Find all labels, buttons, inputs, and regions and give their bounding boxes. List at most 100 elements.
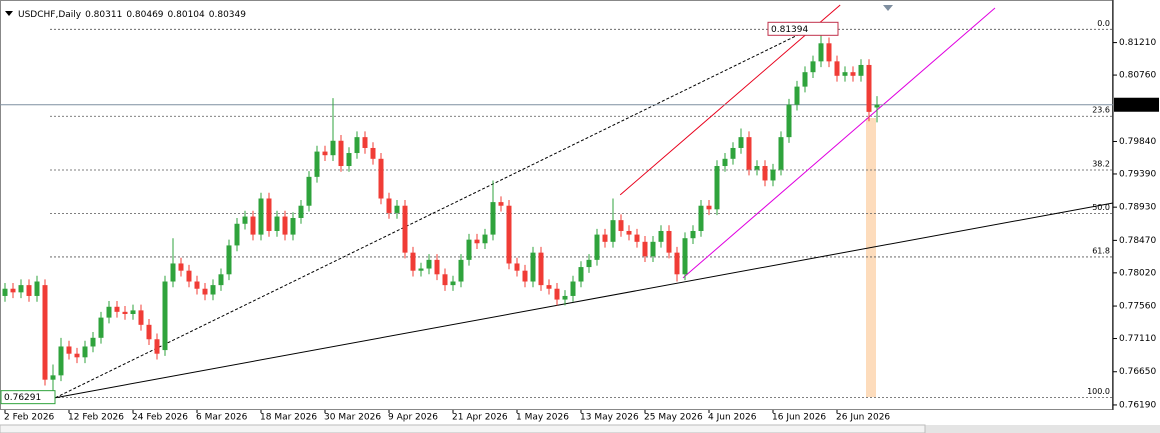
candle-body	[674, 252, 680, 275]
candle-body	[170, 263, 176, 282]
candle-body	[458, 259, 464, 282]
candle-body	[218, 274, 224, 286]
candle-body	[410, 252, 416, 271]
candle-body	[186, 270, 192, 282]
candle-body	[82, 346, 88, 358]
candle-body	[690, 230, 696, 239]
candle-body	[362, 137, 368, 148]
candle-body	[658, 230, 664, 242]
x-tick-label: 9 Apr 2026	[388, 413, 438, 423]
chart-layer: 0.81210 0.80760 0.79840 0.79390 0.78930 0.784…	[0, 4, 1159, 423]
x-tick-label: 18 Mar 2026	[260, 413, 317, 423]
candle-body	[74, 353, 80, 358]
y-tick-label: 0.79840	[1119, 137, 1156, 147]
candle-body	[298, 205, 304, 218]
candle-body	[50, 375, 56, 380]
trendline	[55, 202, 1114, 399]
candle-body	[802, 72, 808, 87]
candle-body	[418, 268, 424, 271]
x-tick-label: 13 May 2026	[580, 413, 639, 423]
candle-body	[650, 241, 656, 257]
candle-body	[810, 61, 816, 73]
fib-high-frame	[767, 21, 839, 36]
fib-level-label: 61.8	[1092, 246, 1110, 255]
y-tick-label: 0.80760	[1119, 71, 1156, 81]
trendline	[682, 7, 996, 279]
highlight-bar	[866, 118, 876, 397]
candle-body	[594, 234, 600, 260]
candle-body	[66, 346, 72, 354]
candle-body	[490, 202, 496, 235]
x-tick-label: 16 Jun 2026	[772, 413, 826, 423]
candle-body	[626, 230, 632, 235]
y-tick-label: 0.78470	[1119, 236, 1156, 246]
candle-body	[18, 285, 24, 293]
y-tick-label: 0.77560	[1119, 302, 1156, 312]
candle-body	[634, 234, 640, 242]
menu-arrow	[5, 11, 13, 16]
candle-body	[250, 216, 256, 235]
candle-body	[746, 137, 752, 170]
candle-body	[338, 140, 344, 167]
candle-body	[522, 270, 528, 282]
candle-body	[610, 220, 616, 242]
candle-body	[578, 267, 584, 282]
candle-body	[202, 288, 208, 295]
candle-body	[378, 158, 384, 199]
candle-body	[394, 205, 400, 213]
trendline	[619, 4, 841, 196]
x-tick-label: 12 Feb 2026	[68, 413, 124, 423]
candle-body	[306, 176, 312, 206]
candle-body	[330, 140, 336, 156]
open-value: 0.80311	[85, 10, 122, 20]
candle-body	[474, 239, 480, 244]
candle-body	[130, 310, 136, 314]
candle-body	[10, 288, 16, 293]
candle-body	[874, 104, 880, 108]
candle-body	[434, 259, 440, 275]
candle-body	[42, 285, 48, 380]
candle-body	[562, 295, 568, 300]
candle-body	[114, 306, 120, 312]
candle-body	[554, 288, 560, 300]
symbol: USDCHF,Daily	[18, 10, 82, 20]
candle-body	[266, 198, 272, 231]
candle-body	[290, 217, 296, 235]
candle-body	[482, 234, 488, 244]
y-tick-label: 0.79390	[1119, 169, 1156, 179]
candle-body	[826, 43, 832, 62]
candle-body	[842, 72, 848, 76]
fib-low-label: 0.76291	[4, 393, 41, 403]
fib-high-box: 0.81394	[767, 21, 839, 36]
candle-body	[178, 263, 184, 271]
candle-body	[770, 169, 776, 181]
x-tick-label: 4 Jun 2026	[708, 413, 757, 423]
fib-level-label: 0.0	[1097, 19, 1110, 28]
fib-low-frame	[0, 390, 56, 405]
y-tick-label: 0.78930	[1119, 203, 1156, 213]
y-tick-label: 0.76190	[1119, 400, 1156, 410]
candle-body	[714, 166, 720, 210]
candle-body	[234, 223, 240, 246]
candle-body	[762, 166, 768, 181]
candle-body	[722, 158, 728, 167]
scroll-tab	[0, 424, 926, 433]
candle-body	[370, 147, 376, 159]
price-tag-label: 0.80349	[1118, 100, 1155, 110]
y-tick-label: 0.77110	[1119, 334, 1156, 344]
x-tick-label: 6 Mar 2026	[196, 413, 248, 423]
price-tag	[1114, 97, 1159, 112]
close-value: 0.80349	[209, 10, 246, 20]
candle-body	[682, 238, 688, 275]
candle-body	[26, 285, 32, 296]
shift-marker	[883, 5, 893, 11]
candle-body	[194, 281, 200, 289]
candle-body	[546, 285, 552, 289]
x-tick-label: 26 Jun 2026	[836, 413, 890, 423]
candle-body	[426, 259, 432, 269]
candle-body	[466, 239, 472, 260]
x-tick-label: 25 May 2026	[644, 413, 703, 423]
x-tick-label: 21 Apr 2026	[452, 413, 508, 423]
